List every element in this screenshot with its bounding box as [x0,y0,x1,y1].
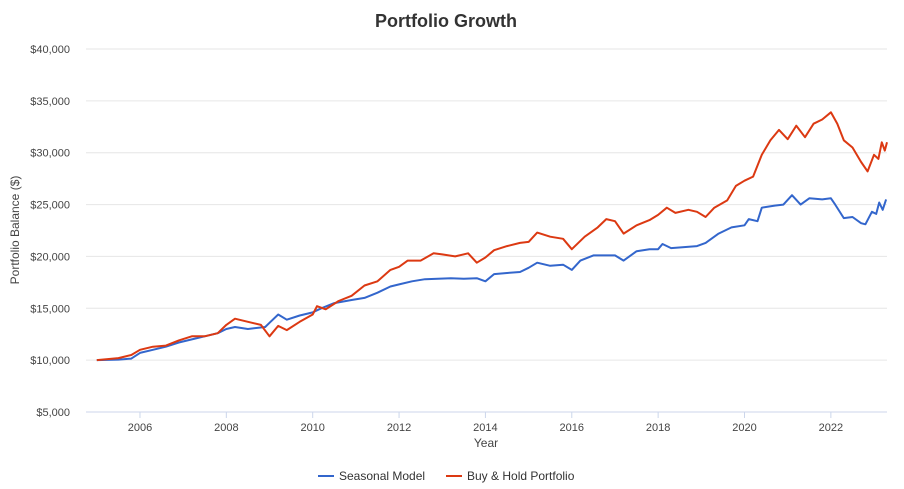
y-axis-ticks: $5,000 $10,000 $15,000 $20,000 $25,000 $30,00… [30,44,70,419]
y-tick-label: $35,000 [30,96,70,108]
x-axis-ticks: 2006 2008 2010 2012 2014 2016 2018 2020 2022 [128,412,843,434]
chart-title: Portfolio Growth [375,11,517,31]
x-tick-label: 2010 [300,422,324,434]
x-tick-label: 2016 [560,422,584,434]
x-tick-label: 2006 [128,422,152,434]
x-axis-label: Year [474,436,498,450]
grid-lines [86,48,887,361]
y-tick-label: $5,000 [36,407,70,419]
series-line-seasonal-model[interactable] [96,194,888,362]
y-tick-label: $10,000 [30,355,70,367]
x-tick-label: 2018 [646,422,670,434]
series-line-buy-hold-portfolio[interactable] [96,111,888,362]
x-tick-label: 2014 [473,422,497,434]
y-tick-label: $40,000 [30,44,70,56]
legend-label-buy-hold-portfolio: Buy & Hold Portfolio [467,469,575,483]
legend-label-seasonal-model: Seasonal Model [339,469,425,483]
series-lines [96,111,888,362]
y-tick-label: $30,000 [30,148,70,160]
legend: Seasonal Model Buy & Hold Portfolio [318,469,575,483]
legend-item-seasonal-model[interactable]: Seasonal Model [318,469,425,483]
x-tick-label: 2022 [819,422,843,434]
x-tick-label: 2012 [387,422,411,434]
y-tick-label: $15,000 [30,303,70,315]
y-tick-label: $25,000 [30,200,70,212]
y-tick-label: $20,000 [30,251,70,263]
x-tick-label: 2008 [214,422,238,434]
y-axis-label: Portfolio Balance ($) [8,176,22,285]
x-tick-label: 2020 [732,422,756,434]
legend-item-buy-hold-portfolio[interactable]: Buy & Hold Portfolio [446,469,575,483]
